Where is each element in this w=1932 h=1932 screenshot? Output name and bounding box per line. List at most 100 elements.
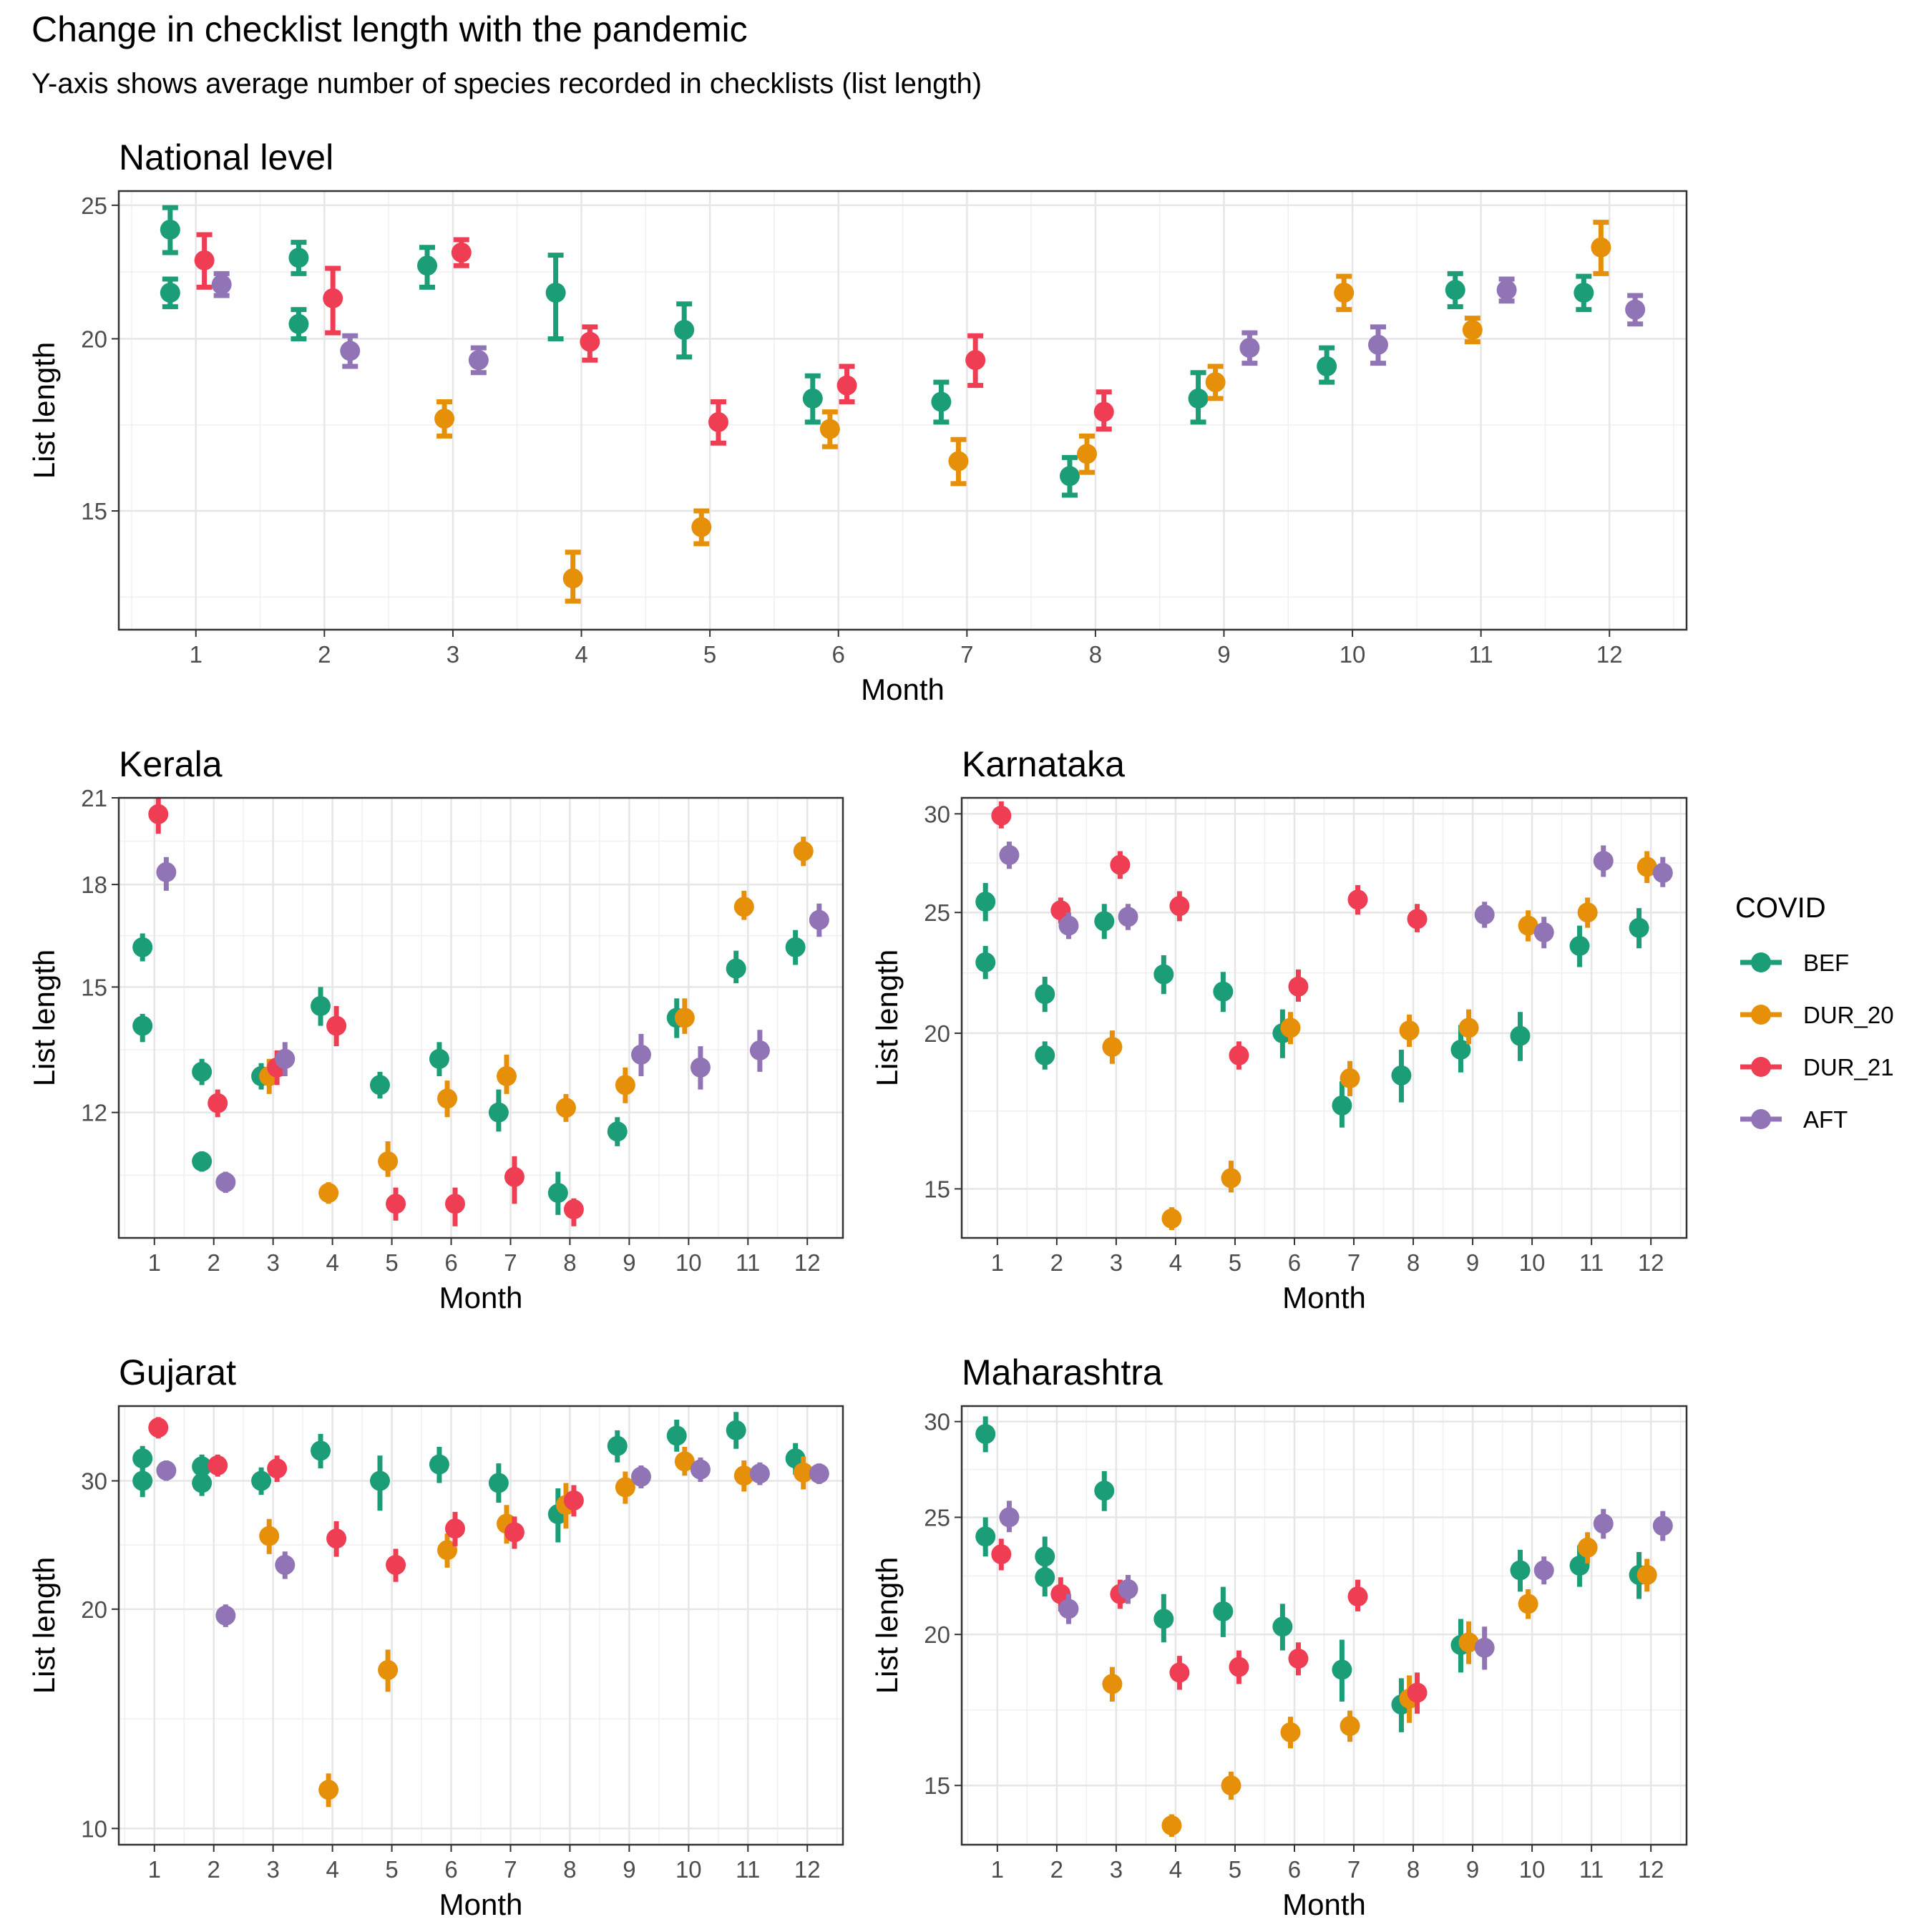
data-point <box>975 1526 996 1547</box>
x-tick-label: 6 <box>444 1856 457 1883</box>
legend-item-aft: AFT <box>1740 1106 1848 1133</box>
x-tick-label: 3 <box>266 1856 279 1883</box>
y-tick-label: 20 <box>924 1621 950 1648</box>
data-point <box>1652 1516 1673 1536</box>
x-tick-label: 5 <box>1229 1249 1241 1276</box>
x-tick-label: 7 <box>1347 1249 1360 1276</box>
y-axis-label: List length <box>870 950 904 1086</box>
data-point <box>1340 1068 1360 1088</box>
series-dur-21 <box>148 798 584 1226</box>
x-tick-label: 4 <box>1169 1856 1182 1883</box>
data-point <box>1347 889 1368 910</box>
data-point <box>733 1465 754 1486</box>
plot-border <box>117 190 1688 631</box>
data-point <box>1213 1601 1234 1621</box>
data-point <box>948 451 969 472</box>
series-dur-20 <box>259 836 814 1204</box>
data-point <box>547 1183 568 1204</box>
data-point <box>326 1015 347 1036</box>
data-point <box>451 242 472 263</box>
data-point <box>208 1093 228 1113</box>
data-point <box>1077 444 1098 464</box>
x-tick-label: 11 <box>1579 1249 1604 1276</box>
x-tick-label: 12 <box>1638 1856 1664 1883</box>
x-axis-label: Month <box>439 1281 523 1314</box>
legend-key-point <box>1751 1109 1771 1129</box>
data-point <box>607 1121 628 1142</box>
x-tick-label: 7 <box>960 641 973 668</box>
data-point <box>504 1522 525 1543</box>
data-point <box>1593 1513 1614 1534</box>
data-point <box>311 1440 331 1461</box>
legend-key-point <box>1751 1057 1771 1077</box>
data-point <box>1407 909 1428 930</box>
panel-title: Maharashtra <box>962 1352 1163 1392</box>
x-tick-label: 5 <box>703 641 716 668</box>
x-tick-label: 11 <box>1579 1856 1604 1883</box>
series-aft <box>999 1501 1673 1670</box>
data-point <box>192 1473 213 1493</box>
data-point <box>1288 1648 1309 1669</box>
data-point <box>378 1659 399 1680</box>
x-tick-label: 10 <box>1340 641 1366 668</box>
x-tick-label: 4 <box>1169 1249 1182 1276</box>
data-point <box>1093 401 1114 422</box>
data-point <box>1221 1775 1241 1796</box>
data-point <box>1102 1037 1123 1058</box>
data-point <box>386 1555 406 1576</box>
data-point <box>975 892 996 912</box>
figure-title: Change in checklist length with the pand… <box>31 9 748 49</box>
data-point <box>1367 334 1388 355</box>
data-point <box>749 1463 770 1484</box>
data-point <box>156 862 177 882</box>
data-point <box>666 1425 687 1446</box>
data-point <box>630 1466 651 1487</box>
x-tick-label: 3 <box>1110 1856 1123 1883</box>
y-tick-label: 15 <box>81 974 107 1000</box>
data-point <box>288 313 309 334</box>
legend-item-label: DUR_21 <box>1803 1054 1894 1080</box>
legend-item-bef: BEF <box>1740 950 1849 976</box>
data-point <box>215 1605 236 1626</box>
series-dur-21 <box>148 1417 584 1582</box>
legend-title: COVID <box>1735 892 1826 924</box>
plot-border <box>117 1405 844 1846</box>
x-tick-label: 12 <box>1596 641 1623 668</box>
data-point <box>1450 1039 1471 1060</box>
data-point <box>965 350 986 371</box>
x-tick-label: 6 <box>832 641 845 668</box>
x-tick-label: 11 <box>736 1856 760 1883</box>
data-point <box>1161 1815 1182 1836</box>
data-point <box>148 804 169 824</box>
data-point <box>819 419 840 439</box>
series-aft <box>156 1457 829 1627</box>
data-point <box>1518 1594 1538 1614</box>
panel-title: Kerala <box>119 744 223 784</box>
data-point <box>192 1456 213 1477</box>
data-point <box>1510 1025 1531 1046</box>
x-tick-label: 8 <box>563 1249 576 1276</box>
data-point <box>211 274 232 295</box>
data-point <box>429 1454 449 1475</box>
data-point <box>1445 280 1465 301</box>
data-point <box>563 1199 584 1220</box>
data-point <box>504 1166 525 1187</box>
data-point <box>1577 1537 1598 1558</box>
series-dur-20 <box>259 1447 814 1807</box>
x-tick-label: 2 <box>208 1856 220 1883</box>
data-point <box>1625 299 1646 320</box>
series-dur-21 <box>991 801 1428 1070</box>
data-point <box>691 517 712 537</box>
x-tick-label: 4 <box>575 641 587 668</box>
data-point <box>1407 1682 1428 1703</box>
data-point <box>809 909 829 930</box>
series-aft <box>211 270 1646 376</box>
data-point <box>434 409 455 429</box>
legend-item-label: BEF <box>1803 950 1849 976</box>
data-point <box>275 1555 296 1576</box>
x-tick-label: 1 <box>148 1249 161 1276</box>
data-point <box>267 1458 288 1479</box>
data-point <box>975 1424 996 1445</box>
data-point <box>563 1490 584 1511</box>
